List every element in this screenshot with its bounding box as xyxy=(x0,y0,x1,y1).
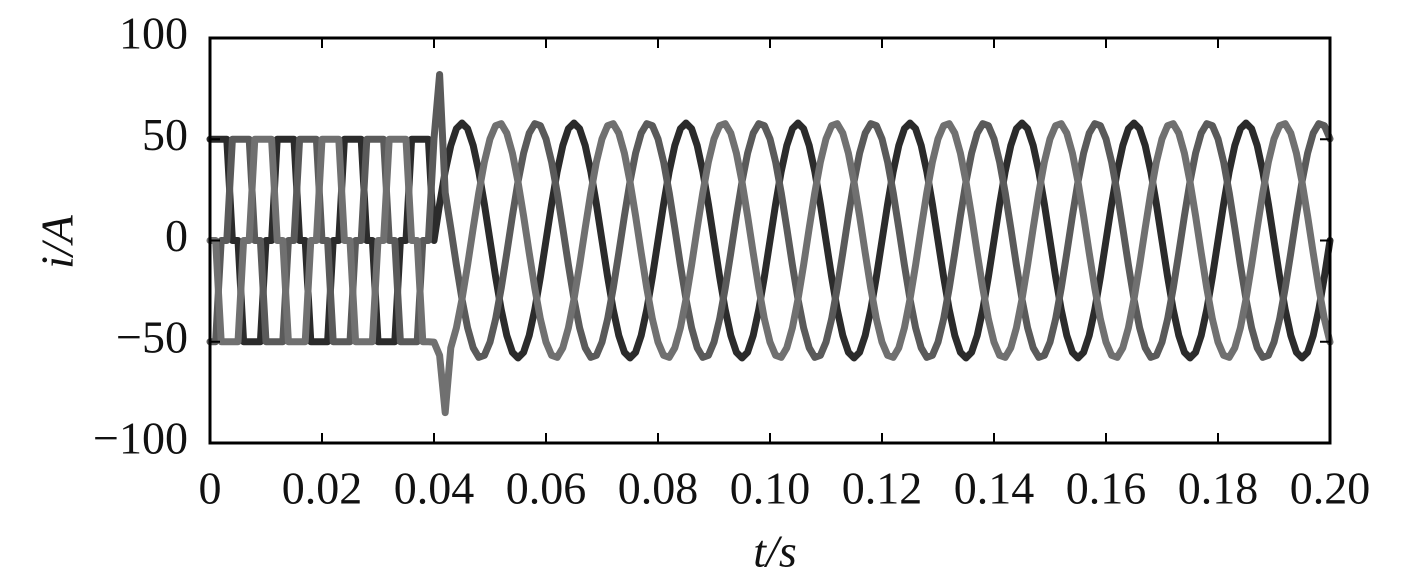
y-axis-label: i/A xyxy=(32,214,83,269)
x-tick-label: 0.16 xyxy=(1066,463,1147,514)
x-tick-label: 0 xyxy=(199,463,222,514)
x-axis-label: t/s xyxy=(753,526,796,577)
y-tick-label: −50 xyxy=(116,311,188,362)
series-line xyxy=(206,120,1334,417)
x-tick-label: 0.20 xyxy=(1290,463,1371,514)
x-tick-label: 0.04 xyxy=(394,463,475,514)
series-line xyxy=(206,70,1334,361)
x-tick-label: 0.08 xyxy=(618,463,699,514)
y-tick-label: 100 xyxy=(119,8,188,59)
y-tick-label: 50 xyxy=(142,109,188,160)
x-tick-label: 0.18 xyxy=(1178,463,1259,514)
x-tick-label: 0.06 xyxy=(506,463,587,514)
x-tick-label: 0.10 xyxy=(730,463,811,514)
y-tick-label: 0 xyxy=(165,210,188,261)
x-tick-label: 0.02 xyxy=(282,463,363,514)
y-tick-label: −100 xyxy=(93,413,188,464)
x-tick-label: 0.14 xyxy=(954,463,1035,514)
x-tick-label: 0.12 xyxy=(842,463,923,514)
